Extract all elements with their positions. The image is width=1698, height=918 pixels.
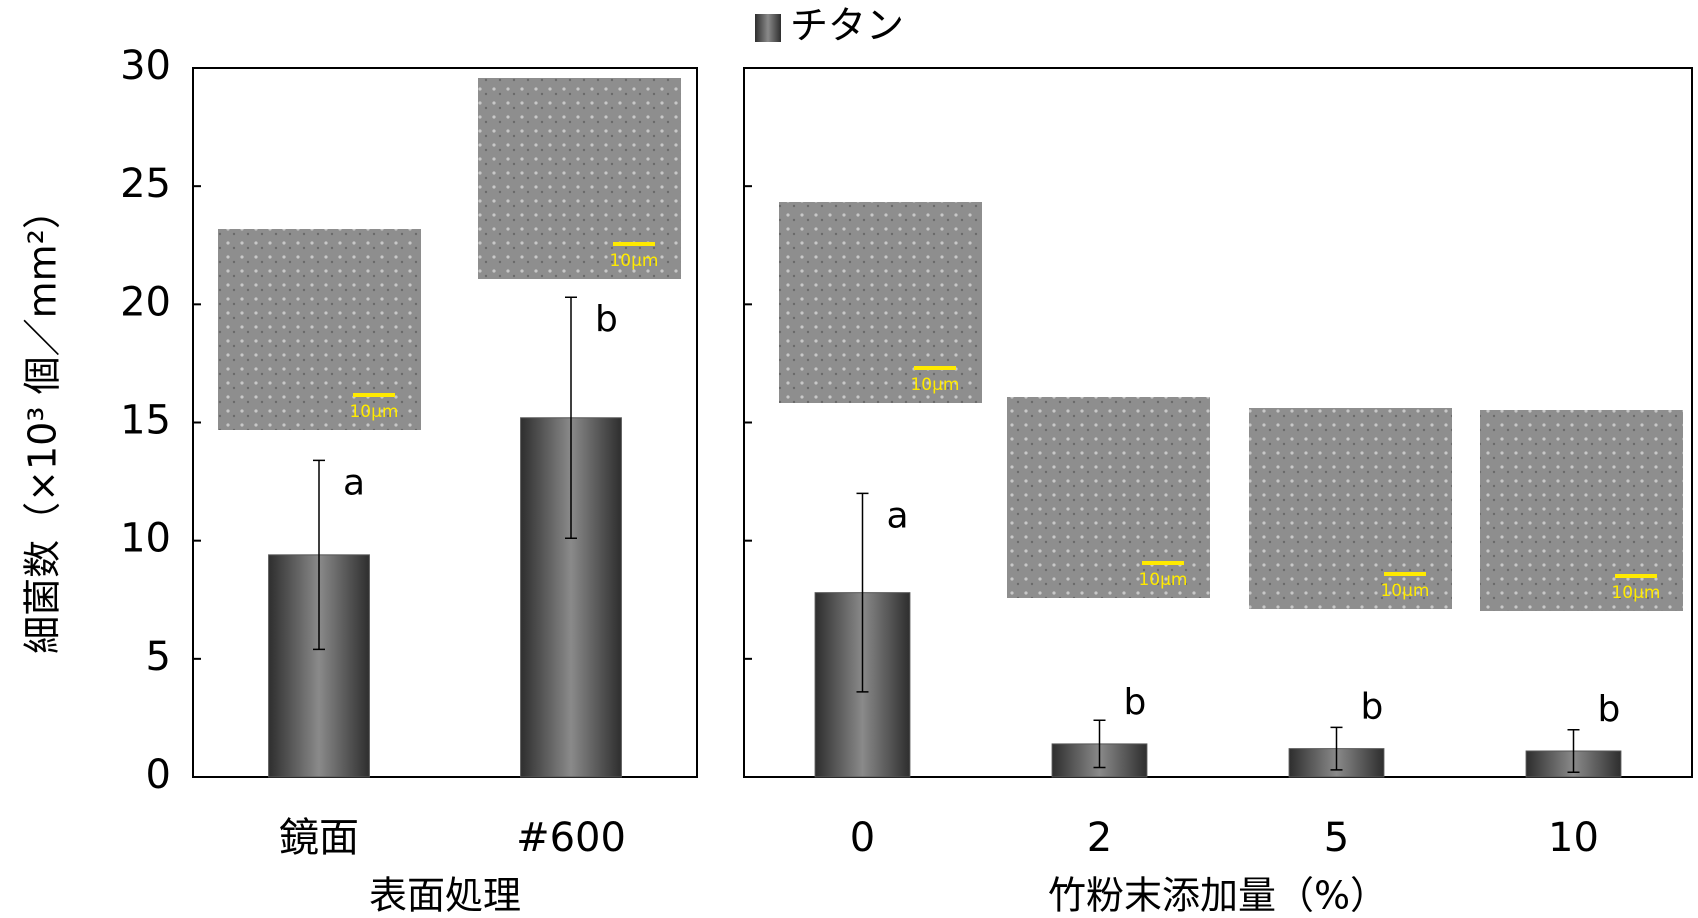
significance-label: b — [1361, 687, 1384, 728]
scale-label: 10μm — [609, 251, 658, 271]
sem-background — [779, 202, 982, 403]
scale-label: 10μm — [1380, 581, 1429, 601]
sem-background — [478, 78, 681, 279]
x-axis-label: 表面処理 — [369, 874, 521, 918]
y-tick-label: 10 — [120, 516, 171, 562]
sem-image: 10μm — [478, 78, 681, 279]
x-tick-label: 鏡面 — [279, 815, 359, 861]
scale-label: 10μm — [910, 375, 959, 395]
y-tick-label: 15 — [120, 398, 171, 444]
y-tick-label: 0 — [146, 752, 171, 798]
y-tick-label: 30 — [120, 43, 171, 89]
x-tick-label: 10 — [1548, 815, 1599, 861]
sem-background — [1007, 397, 1210, 598]
sem-image: 10μm — [779, 202, 982, 403]
sem-background — [1249, 408, 1452, 609]
chart: 051015202530細菌数（×10³ 個／mm²）表面処理10μm10μma… — [0, 0, 1698, 918]
x-axis-label: 竹粉末添加量（%） — [1048, 874, 1388, 918]
significance-label: b — [595, 299, 618, 340]
sem-image: 10μm — [218, 229, 421, 430]
y-tick-label: 5 — [146, 634, 171, 680]
significance-label: b — [1598, 689, 1621, 730]
x-tick-label: #600 — [516, 815, 626, 861]
sem-image: 10μm — [1480, 410, 1683, 611]
sem-image: 10μm — [1249, 408, 1452, 609]
scale-label: 10μm — [1611, 583, 1660, 603]
significance-label: a — [343, 462, 365, 503]
legend-label: チタン — [790, 4, 904, 48]
sem-background — [218, 229, 421, 430]
significance-label: b — [1124, 682, 1147, 723]
x-tick-label: 0 — [850, 815, 875, 861]
y-tick-label: 20 — [120, 279, 171, 325]
sem-background — [1480, 410, 1683, 611]
y-tick-label: 25 — [120, 161, 171, 207]
legend-swatch — [755, 14, 781, 42]
x-tick-label: 5 — [1324, 815, 1349, 861]
sem-image: 10μm — [1007, 397, 1210, 598]
significance-label: a — [887, 495, 909, 536]
scale-label: 10μm — [349, 402, 398, 422]
x-tick-label: 2 — [1087, 815, 1112, 861]
scale-label: 10μm — [1138, 570, 1187, 590]
y-axis-label: 細菌数（×10³ 個／mm²） — [21, 191, 65, 654]
